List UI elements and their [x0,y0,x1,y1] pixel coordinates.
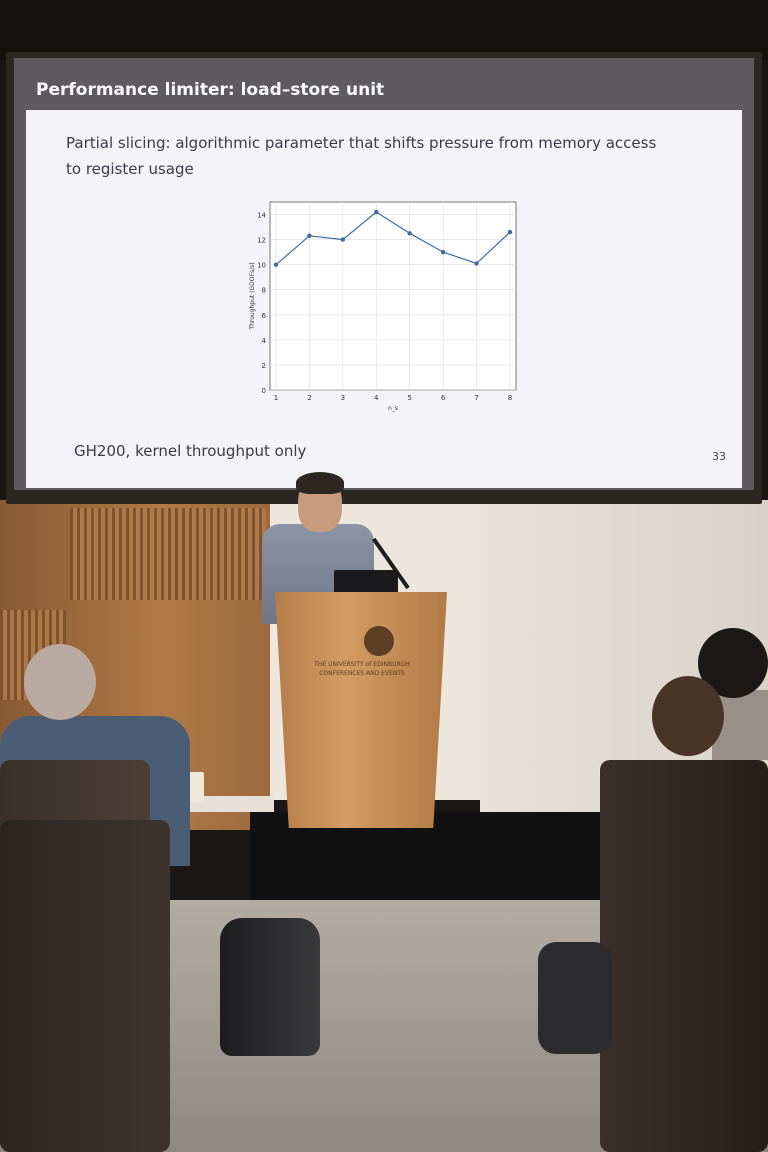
y-tick-label: 8 [262,287,266,295]
ceiling [0,0,768,60]
backpack [538,942,612,1054]
audience-member-head [24,644,96,720]
x-tick-label: 4 [374,394,379,402]
x-tick-label: 3 [341,394,345,402]
x-tick-label: 7 [474,394,478,402]
y-tick-label: 0 [262,387,266,395]
audience-member-head [652,676,724,756]
data-point [407,231,412,236]
y-tick-label: 2 [262,362,266,370]
chair [0,820,170,1152]
x-tick-label: 6 [441,394,446,402]
backpack [220,918,320,1056]
acoustic-panel [70,508,266,600]
y-tick-label: 4 [262,337,267,345]
y-tick-label: 14 [257,212,266,220]
data-point [507,229,513,235]
y-tick-label: 12 [257,237,266,245]
speaker-hair [296,472,344,494]
university-crest-icon [362,624,396,658]
table [186,796,274,812]
data-point [440,249,446,255]
slide-page-number: 33 [712,450,726,463]
x-tick-label: 5 [407,394,411,402]
y-tick-label: 6 [262,312,267,320]
plot-area [269,201,517,391]
podium-text: THE UNIVERSITY of EDINBURGH CONFERENCES … [300,660,424,678]
data-point [374,209,379,215]
series-line [275,211,511,266]
slide-footer: GH200, kernel throughput only [74,442,307,460]
podium-text-line2: CONFERENCES AND EVENTS [319,670,405,677]
slide-title: Performance limiter: load–store unit [36,80,385,100]
y-axis-label: Throughput (GDOFs/s) [249,262,256,330]
x-axis-label: n_s [388,405,398,412]
podium [275,592,447,828]
chair [600,760,768,1152]
podium-text-line1: THE UNIVERSITY of EDINBURGH [314,661,410,668]
data-point [340,237,346,242]
x-tick-label: 2 [307,394,311,402]
slide-body-text: Partial slicing: algorithmic parameter t… [66,134,657,178]
data-point [273,262,279,267]
laptop [334,570,398,596]
data-point [474,261,479,266]
x-tick-label: 8 [508,394,512,402]
y-tick-label: 10 [257,262,266,270]
data-point [307,233,312,239]
x-tick-label: 1 [274,394,278,402]
